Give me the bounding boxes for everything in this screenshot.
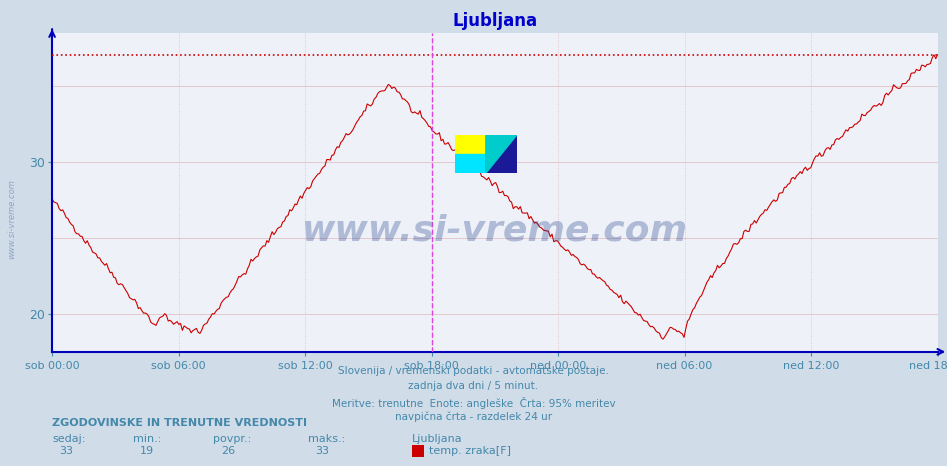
Text: maks.:: maks.: <box>308 434 345 444</box>
Text: 19: 19 <box>140 446 154 456</box>
Text: 33: 33 <box>60 446 74 456</box>
Polygon shape <box>486 135 517 173</box>
Text: ZGODOVINSKE IN TRENUTNE VREDNOSTI: ZGODOVINSKE IN TRENUTNE VREDNOSTI <box>52 418 307 428</box>
Bar <box>455 154 486 173</box>
Text: sedaj:: sedaj: <box>52 434 85 444</box>
Text: povpr.:: povpr.: <box>213 434 251 444</box>
Text: temp. zraka[F]: temp. zraka[F] <box>429 446 511 456</box>
Title: Ljubljana: Ljubljana <box>453 12 537 30</box>
Text: min.:: min.: <box>133 434 161 444</box>
Text: navpična črta - razdelek 24 ur: navpična črta - razdelek 24 ur <box>395 412 552 423</box>
Bar <box>486 135 517 173</box>
Text: Meritve: trenutne  Enote: angleške  Črta: 95% meritev: Meritve: trenutne Enote: angleške Črta: … <box>331 397 616 409</box>
Text: www.si-vreme.com: www.si-vreme.com <box>7 179 16 259</box>
Text: zadnja dva dni / 5 minut.: zadnja dva dni / 5 minut. <box>408 381 539 391</box>
Text: Slovenija / vremenski podatki - avtomatske postaje.: Slovenija / vremenski podatki - avtomats… <box>338 366 609 376</box>
Text: 26: 26 <box>221 446 235 456</box>
Text: Ljubljana: Ljubljana <box>412 434 462 444</box>
Bar <box>455 135 486 154</box>
Text: 33: 33 <box>315 446 330 456</box>
Text: www.si-vreme.com: www.si-vreme.com <box>302 213 688 247</box>
